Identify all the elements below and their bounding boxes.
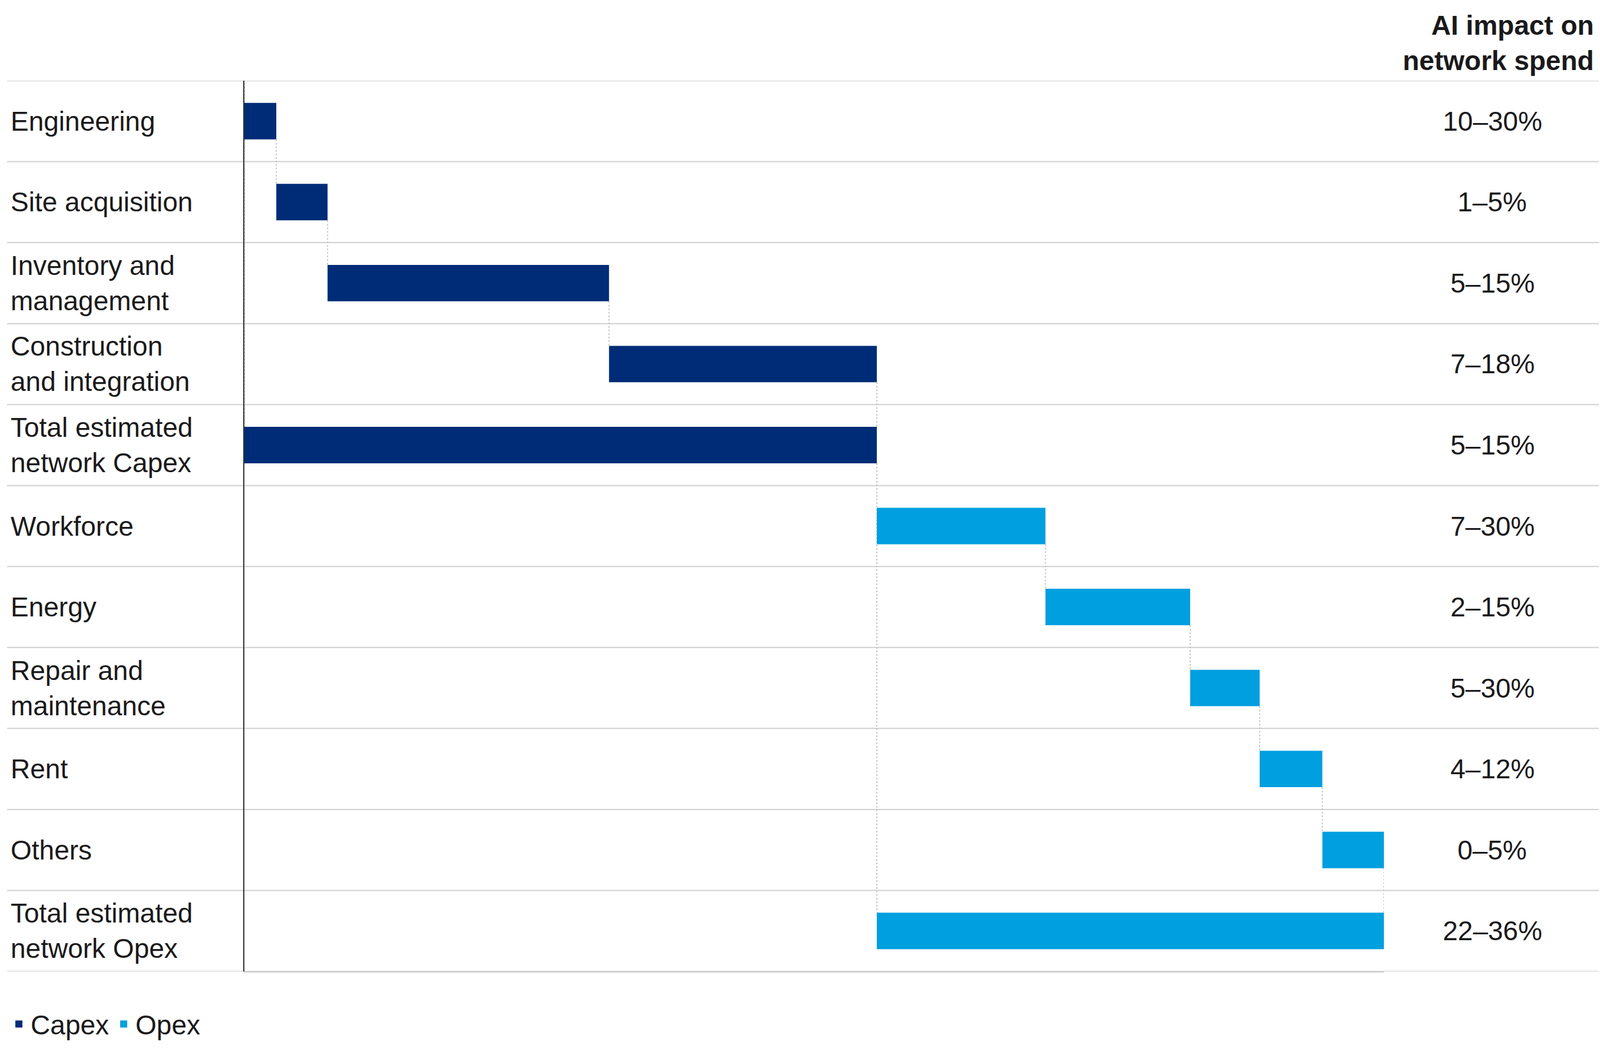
svg-text:0–5%: 0–5% bbox=[1457, 835, 1527, 866]
svg-text:Others: Others bbox=[10, 835, 92, 866]
svg-text:Opex: Opex bbox=[135, 1009, 201, 1041]
svg-text:7–18%: 7–18% bbox=[1450, 348, 1535, 380]
svg-text:7–30%: 7–30% bbox=[1450, 511, 1535, 542]
svg-text:10–30%: 10–30% bbox=[1442, 105, 1543, 137]
svg-text:2–15%: 2–15% bbox=[1450, 591, 1535, 623]
svg-text:22–36%: 22–36% bbox=[1442, 915, 1543, 947]
svg-text:5–30%: 5–30% bbox=[1450, 673, 1535, 704]
svg-text:Total estimatednetwork Capex: Total estimatednetwork Capex bbox=[10, 412, 193, 479]
svg-text:AI impact onnetwork spend: AI impact onnetwork spend bbox=[1402, 10, 1595, 76]
svg-text:Energy: Energy bbox=[10, 591, 97, 623]
svg-text:Inventory andmanagement: Inventory andmanagement bbox=[10, 250, 175, 317]
svg-text:Capex: Capex bbox=[30, 1009, 109, 1041]
svg-text:Constructionand integration: Constructionand integration bbox=[10, 330, 190, 397]
svg-text:5–15%: 5–15% bbox=[1450, 429, 1535, 461]
svg-text:Workforce: Workforce bbox=[10, 511, 134, 542]
svg-text:1–5%: 1–5% bbox=[1457, 186, 1527, 218]
svg-text:Site acquisition: Site acquisition bbox=[10, 186, 193, 218]
svg-text:Total estimatednetwork Opex: Total estimatednetwork Opex bbox=[10, 898, 193, 965]
svg-text:Engineering: Engineering bbox=[10, 105, 156, 137]
svg-text:Repair andmaintenance: Repair andmaintenance bbox=[10, 655, 166, 722]
svg-text:Rent: Rent bbox=[10, 753, 68, 785]
svg-text:5–15%: 5–15% bbox=[1450, 267, 1535, 299]
svg-text:4–12%: 4–12% bbox=[1450, 753, 1535, 785]
